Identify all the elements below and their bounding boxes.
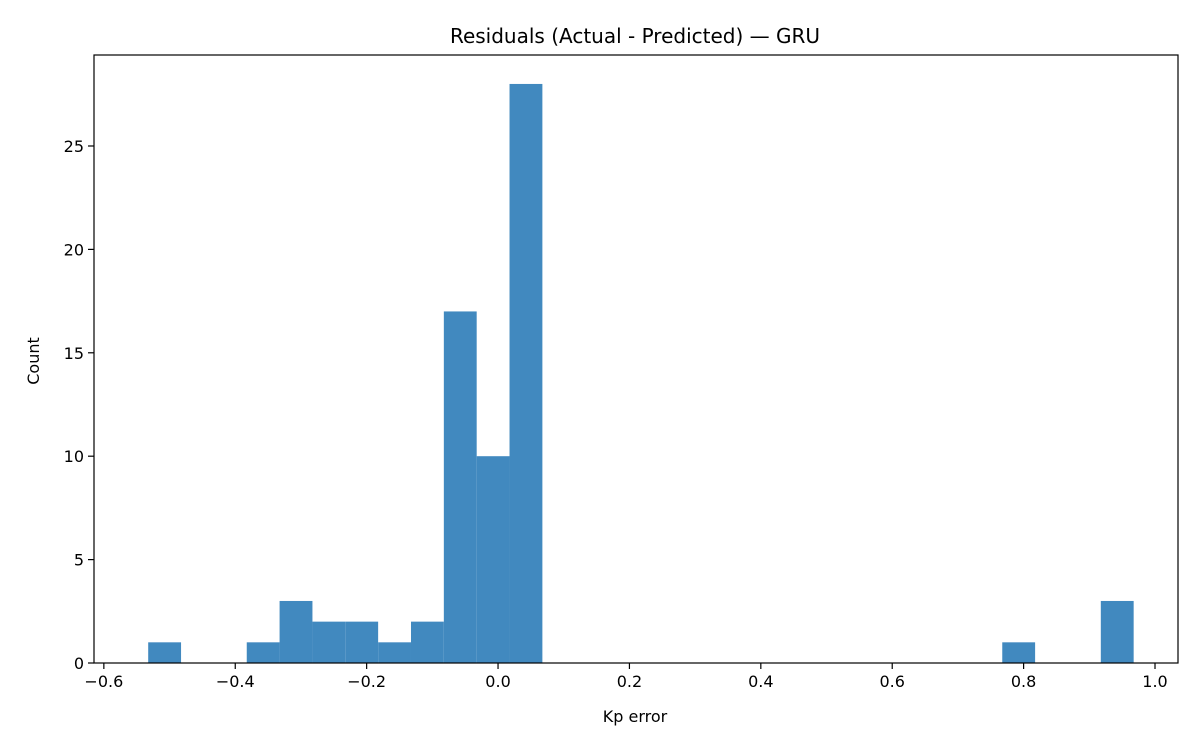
histogram-bar [345, 621, 379, 663]
x-tick-label: −0.4 [216, 672, 255, 691]
histogram-bar [312, 621, 346, 663]
x-tick-label: 0.2 [617, 672, 642, 691]
y-tick-label: 20 [64, 240, 84, 259]
histogram-bar [246, 642, 280, 663]
histogram-bar [410, 621, 444, 663]
histogram-bar [148, 642, 182, 663]
y-tick-label: 5 [74, 551, 84, 570]
histogram-bar [509, 83, 543, 663]
histogram-bar [378, 642, 411, 663]
x-tick-label: 0.0 [485, 672, 510, 691]
x-tick-label: 0.8 [1011, 672, 1036, 691]
y-tick-label: 0 [74, 654, 84, 673]
x-tick-label: 1.0 [1142, 672, 1167, 691]
y-tick-label: 10 [64, 447, 84, 466]
x-tick-label: 0.6 [879, 672, 904, 691]
chart-title: Residuals (Actual - Predicted) — GRU [450, 24, 820, 48]
y-tick-label: 25 [64, 137, 84, 156]
histogram-bar [1100, 600, 1134, 663]
histogram-bar [443, 311, 477, 663]
bars-group [148, 83, 1134, 663]
x-axis-label: Kp error [603, 707, 668, 726]
histogram-bar [476, 456, 510, 663]
y-tick-label: 15 [64, 344, 84, 363]
y-axis-ticks: 0 5 10 15 20 25 [64, 137, 94, 673]
x-axis-ticks: −0.6 −0.4 −0.2 0.0 0.2 0.4 0.6 0.8 1.0 [84, 663, 1168, 691]
x-tick-label: −0.2 [347, 672, 386, 691]
x-tick-label: 0.4 [748, 672, 773, 691]
histogram-bar [1002, 642, 1036, 663]
y-axis-label: Count [24, 337, 43, 385]
plot-frame [93, 54, 1179, 664]
x-tick-label: −0.6 [84, 672, 123, 691]
histogram-bar [279, 600, 313, 663]
